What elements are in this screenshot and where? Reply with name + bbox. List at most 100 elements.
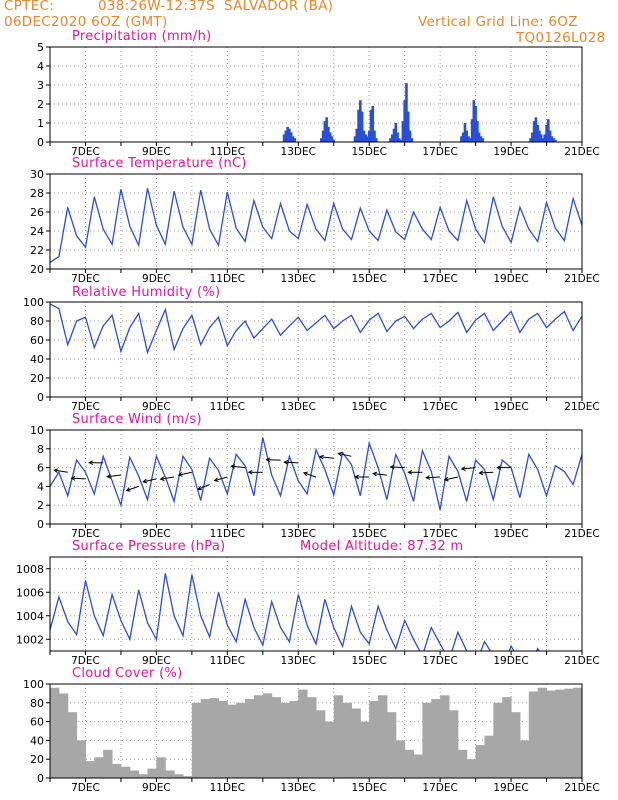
cloud-bar [378, 695, 388, 778]
precip-bar [369, 109, 373, 142]
cloud-bar [165, 770, 175, 778]
cloud-bar [262, 693, 273, 778]
cloud-bar [112, 763, 122, 778]
cloud-bar [395, 740, 406, 778]
cloud-bar [94, 757, 104, 778]
wind-arrow-head [70, 475, 76, 481]
precip-bar [468, 138, 472, 142]
x-tick-label: 9DEC [142, 273, 171, 285]
precip-bar [371, 105, 375, 142]
x-tick-label: 15DEC [351, 528, 386, 540]
precip-bar [328, 132, 332, 142]
wind-arrow [303, 472, 317, 478]
cloud-bar [342, 702, 352, 778]
wind-arrow-head [425, 475, 431, 480]
cloud-bar [191, 702, 202, 778]
y-tick-label: 20 [30, 372, 44, 385]
cloud-bar [58, 693, 69, 778]
wind-arrow [319, 456, 334, 459]
x-tick-label: 13DEC [281, 528, 316, 540]
panel-frame [49, 429, 583, 525]
x-tick-label: 21DEC [564, 782, 599, 794]
panel-title: Cloud Cover (%) [72, 666, 182, 681]
precip-bar [463, 123, 467, 142]
precip-bar [366, 136, 369, 142]
precip-bar [554, 140, 557, 142]
x-tick-label: 21DEC [564, 401, 599, 413]
init-time-label: 06DEC2020 6OZ (GMT) [4, 14, 168, 30]
series-line [50, 437, 582, 511]
source-label: CPTEC: [4, 0, 55, 14]
cloud-bar [537, 687, 548, 778]
y-tick-label: 20 [30, 753, 44, 766]
x-tick-label: 11DEC [210, 782, 245, 794]
cloud-bar [103, 749, 113, 778]
cloud-bar [289, 700, 299, 778]
precip-bar [461, 132, 465, 142]
y-tick-label: 8 [37, 443, 44, 456]
y-tick-label: 22 [30, 244, 44, 257]
panel-frame [49, 683, 583, 779]
wind-arrow-head [460, 466, 466, 472]
x-tick-label: 13DEC [281, 401, 316, 413]
panel-6: 0 20 40 60 80 100 7DEC 9DEC 11DEC 13DEC 15DEC 17DEC… [23, 666, 600, 794]
y-tick-label: 1004 [16, 610, 44, 623]
wind-arrow [54, 469, 68, 473]
cloud-bar [369, 700, 379, 778]
cloud-bar [209, 698, 219, 778]
x-tick-label: 21DEC [564, 146, 599, 158]
x-tick-label: 11DEC [210, 655, 245, 667]
wind-arrow [126, 485, 139, 492]
wind-arrow-head [177, 472, 183, 477]
x-tick-label: 9DEC [142, 146, 171, 158]
cloud-bar [519, 740, 530, 778]
precip-bar [531, 132, 534, 142]
precip-bar [325, 117, 328, 142]
panel-frame [49, 556, 583, 652]
cloud-bar [298, 689, 308, 778]
wind-arrow [143, 478, 157, 483]
precip-bar [548, 130, 552, 142]
x-tick-label: 11DEC [210, 273, 245, 285]
cloud-bar [555, 689, 565, 778]
cloud-bar [50, 687, 60, 778]
cloud-bar [333, 695, 344, 778]
x-tick-label: 7DEC [71, 782, 100, 794]
cloud-bar [245, 699, 255, 778]
y-tick-label: 80 [30, 315, 44, 328]
wind-arrow-head [88, 460, 93, 466]
y-tick-label: 40 [30, 353, 44, 366]
panel-title: Surface Pressure (hPa) [72, 539, 226, 554]
cloud-bar [449, 710, 459, 778]
x-tick-label: 19DEC [493, 273, 528, 285]
cloud-bar [546, 690, 556, 778]
precip-bar [360, 111, 364, 142]
series-line [50, 188, 582, 263]
x-tick-label: 11DEC [210, 528, 245, 540]
x-tick-label: 21DEC [564, 273, 599, 285]
precip-bar [536, 124, 539, 142]
x-tick-label: 19DEC [493, 655, 528, 667]
precip-bar [289, 132, 293, 142]
cloud-bar [85, 761, 95, 778]
cloud-bar [129, 770, 140, 778]
wind-arrow-head [247, 469, 253, 475]
precip-bar [479, 136, 483, 142]
precip-bar [410, 138, 414, 142]
x-tick-label: 9DEC [142, 655, 171, 667]
precip-bar [288, 128, 291, 142]
wind-arrow [71, 477, 86, 480]
panel-2: 20 22 24 26 28 30 7DEC 9DEC 11DEC 13DEC 15DEC 17DEC… [30, 156, 600, 285]
wind-arrow [160, 476, 175, 480]
cloud-bar [280, 702, 290, 778]
wind-arrow [373, 473, 387, 476]
precip-bar [353, 136, 357, 142]
cloud-bar [360, 721, 370, 778]
precip-bar [403, 100, 406, 142]
y-tick-label: 0 [37, 518, 44, 531]
wind-arrow [231, 465, 246, 469]
x-tick-label: 7DEC [71, 401, 100, 413]
x-tick-label: 13DEC [281, 782, 316, 794]
precip-bar [460, 136, 463, 142]
precip-bar [547, 119, 550, 142]
